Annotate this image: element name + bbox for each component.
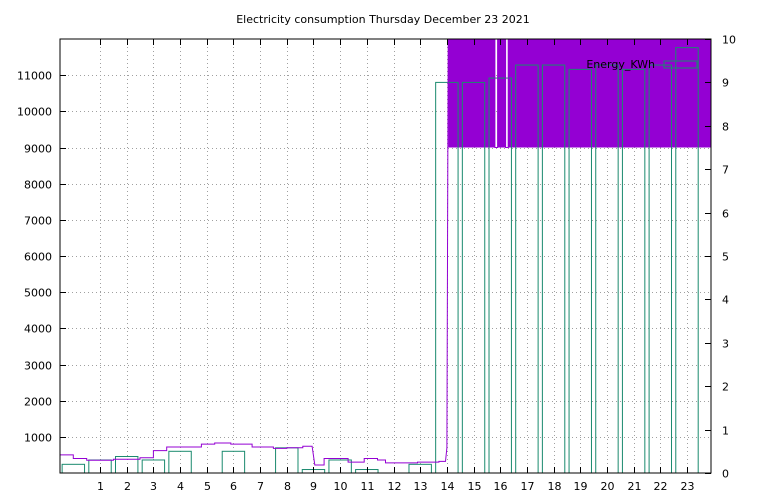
y-right-tick-label: 9: [722, 77, 729, 90]
power-fill-segment: [508, 39, 711, 148]
y-right-tick-label: 3: [722, 338, 729, 351]
x-tick-label: 18: [548, 480, 562, 493]
y-left-tick-label: 1000: [24, 432, 52, 445]
x-tick-label: 3: [150, 480, 157, 493]
x-tick-label: 11: [361, 480, 375, 493]
x-tick-label: 23: [681, 480, 695, 493]
y-left-tick-label: 4000: [24, 323, 52, 336]
y-left-tick-label: 7000: [24, 215, 52, 228]
x-tick-label: 2: [124, 480, 131, 493]
x-tick-label: 6: [230, 480, 237, 493]
y-axis-right-ticks: 0 1 2 3 4 5 6 7 8 9 10: [705, 34, 736, 481]
energy-bar: [355, 469, 379, 474]
x-tick-label: 4: [177, 480, 184, 493]
x-tick-label: 12: [388, 480, 402, 493]
x-tick-label: 14: [441, 480, 455, 493]
chart-title: Electricity consumption Thursday Decembe…: [236, 13, 530, 26]
y-right-tick-label: 0: [722, 468, 729, 481]
x-tick-label: 10: [334, 480, 348, 493]
y-axis-left-ticks: 1000 2000 3000 4000 5000 6000 7000 8000 9000 1000…: [17, 70, 66, 445]
y-right-tick-label: 8: [722, 121, 729, 134]
energy-bar: [61, 463, 86, 474]
y-left-tick-label: 2000: [24, 396, 52, 409]
x-tick-label: 5: [204, 480, 211, 493]
y-right-tick-label: 6: [722, 208, 729, 221]
legend-label: Energy_KWh: [586, 58, 655, 71]
x-tick-label: 13: [414, 480, 428, 493]
x-tick-label: 19: [574, 480, 588, 493]
y-left-tick-label: 5000: [24, 287, 52, 300]
x-tick-label: 7: [257, 480, 264, 493]
y-left-tick-label: 11000: [17, 70, 52, 83]
x-tick-label: 1: [97, 480, 104, 493]
y-left-tick-label: 9000: [24, 143, 52, 156]
x-tick-label: 9: [310, 480, 317, 493]
power-fill-segment: [497, 39, 506, 148]
x-tick-label: 20: [601, 480, 615, 493]
legend-swatch: [663, 60, 698, 69]
y-right-tick-label: 7: [722, 164, 729, 177]
x-tick-label: 17: [521, 480, 535, 493]
y-left-tick-label: 10000: [17, 106, 52, 119]
y-right-tick-label: 5: [722, 251, 729, 264]
x-axis-ticks: 1 2 3 4 5 6 7 8 9 10 11 12 13 14 15 16 17 18 19 20 21 22 23: [97, 39, 695, 493]
x-tick-label: 16: [494, 480, 508, 493]
y-left-tick-label: 6000: [24, 251, 52, 264]
x-tick-label: 22: [654, 480, 668, 493]
y-right-tick-label: 2: [722, 381, 729, 394]
x-tick-label: 15: [468, 480, 482, 493]
x-tick-label: 8: [284, 480, 291, 493]
y-left-tick-label: 8000: [24, 179, 52, 192]
x-tick-label: 21: [628, 480, 642, 493]
legend: Energy_KWh: [586, 58, 698, 71]
y-right-tick-label: 4: [722, 294, 729, 307]
energy-bar: [275, 447, 299, 474]
y-right-tick-label: 10: [722, 34, 736, 47]
y-right-tick-label: 1: [722, 425, 729, 438]
y-left-tick-label: 3000: [24, 360, 52, 373]
power-fill-segment: [448, 39, 495, 148]
